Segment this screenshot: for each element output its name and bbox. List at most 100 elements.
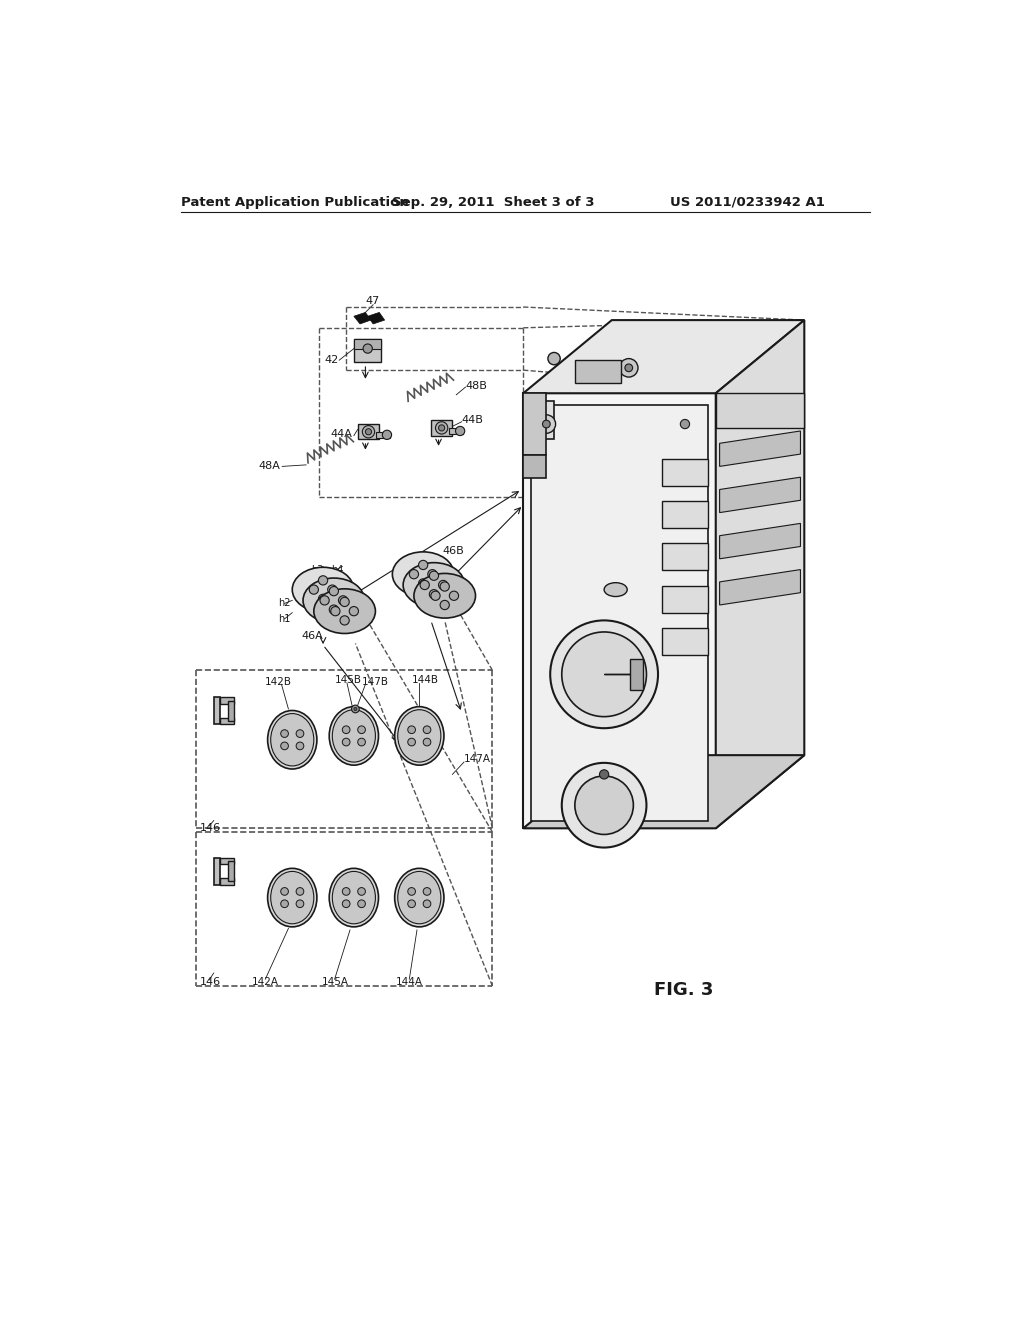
Ellipse shape bbox=[414, 573, 475, 618]
Text: 48B: 48B bbox=[466, 380, 487, 391]
Circle shape bbox=[408, 738, 416, 746]
Bar bbox=[214, 697, 220, 725]
Ellipse shape bbox=[330, 706, 379, 766]
Text: 42: 42 bbox=[325, 355, 339, 366]
Circle shape bbox=[296, 900, 304, 908]
Bar bbox=[220, 697, 233, 704]
Text: 46A: 46A bbox=[301, 631, 324, 640]
Polygon shape bbox=[720, 430, 801, 466]
Ellipse shape bbox=[397, 871, 441, 924]
Circle shape bbox=[351, 705, 359, 713]
Circle shape bbox=[408, 900, 416, 908]
Text: 48A: 48A bbox=[259, 462, 281, 471]
Circle shape bbox=[429, 572, 438, 581]
Circle shape bbox=[428, 570, 437, 579]
Circle shape bbox=[281, 730, 289, 738]
Circle shape bbox=[382, 430, 391, 440]
Circle shape bbox=[574, 776, 634, 834]
Circle shape bbox=[423, 900, 431, 908]
Circle shape bbox=[440, 582, 450, 591]
Polygon shape bbox=[720, 570, 801, 605]
Ellipse shape bbox=[392, 552, 454, 597]
Circle shape bbox=[419, 578, 428, 589]
Text: Sep. 29, 2011  Sheet 3 of 3: Sep. 29, 2011 Sheet 3 of 3 bbox=[392, 195, 595, 209]
Polygon shape bbox=[720, 524, 801, 558]
Circle shape bbox=[309, 585, 318, 594]
Circle shape bbox=[354, 708, 357, 710]
Bar bbox=[220, 718, 233, 725]
Bar bbox=[354, 339, 381, 363]
Circle shape bbox=[450, 591, 459, 601]
Bar bbox=[662, 544, 708, 570]
Circle shape bbox=[410, 570, 419, 579]
Circle shape bbox=[281, 887, 289, 895]
Ellipse shape bbox=[604, 582, 628, 597]
Circle shape bbox=[440, 601, 450, 610]
Circle shape bbox=[419, 560, 428, 570]
Circle shape bbox=[438, 581, 447, 590]
Text: h1: h1 bbox=[279, 614, 291, 624]
Bar bbox=[220, 878, 233, 884]
Text: 147B: 147B bbox=[361, 677, 388, 686]
Circle shape bbox=[680, 420, 689, 429]
Circle shape bbox=[281, 900, 289, 908]
Bar bbox=[662, 502, 708, 528]
Circle shape bbox=[435, 422, 447, 434]
Circle shape bbox=[296, 742, 304, 750]
Circle shape bbox=[330, 605, 339, 614]
Bar bbox=[662, 586, 708, 612]
Circle shape bbox=[342, 900, 350, 908]
Polygon shape bbox=[720, 478, 801, 512]
Circle shape bbox=[420, 581, 429, 590]
Bar bbox=[376, 432, 390, 438]
Circle shape bbox=[438, 425, 444, 432]
Circle shape bbox=[328, 585, 337, 594]
Circle shape bbox=[456, 426, 465, 436]
Polygon shape bbox=[716, 321, 804, 829]
Circle shape bbox=[423, 726, 431, 734]
Ellipse shape bbox=[270, 871, 313, 924]
Circle shape bbox=[296, 887, 304, 895]
Circle shape bbox=[362, 425, 375, 438]
Bar bbox=[527, 401, 554, 440]
Bar bbox=[531, 405, 708, 821]
Bar bbox=[716, 393, 804, 428]
Bar bbox=[354, 339, 381, 348]
Ellipse shape bbox=[333, 710, 376, 762]
Circle shape bbox=[423, 887, 431, 895]
Text: US 2011/0233942 A1: US 2011/0233942 A1 bbox=[670, 195, 824, 209]
Ellipse shape bbox=[267, 869, 316, 927]
Circle shape bbox=[431, 591, 440, 601]
Circle shape bbox=[429, 590, 438, 599]
Text: 147A: 147A bbox=[464, 754, 490, 764]
Polygon shape bbox=[368, 313, 385, 323]
Bar bbox=[214, 858, 220, 884]
Bar bbox=[523, 393, 547, 455]
Circle shape bbox=[408, 726, 416, 734]
Bar bbox=[227, 701, 233, 721]
Ellipse shape bbox=[397, 710, 441, 762]
Circle shape bbox=[423, 738, 431, 746]
Circle shape bbox=[330, 586, 339, 595]
Ellipse shape bbox=[394, 706, 444, 766]
Circle shape bbox=[538, 414, 556, 433]
Text: 144A: 144A bbox=[396, 977, 423, 987]
Bar bbox=[662, 459, 708, 486]
Ellipse shape bbox=[292, 568, 354, 612]
Circle shape bbox=[342, 738, 350, 746]
Bar bbox=[450, 428, 463, 434]
Circle shape bbox=[339, 595, 348, 605]
Circle shape bbox=[318, 576, 328, 585]
Text: 46B: 46B bbox=[442, 546, 464, 556]
Circle shape bbox=[562, 632, 646, 717]
Text: 44A: 44A bbox=[331, 429, 352, 440]
Ellipse shape bbox=[394, 869, 444, 927]
Polygon shape bbox=[523, 321, 804, 393]
Circle shape bbox=[331, 607, 340, 616]
Text: 142B: 142B bbox=[265, 677, 292, 686]
Text: 145B: 145B bbox=[335, 676, 361, 685]
Circle shape bbox=[620, 359, 638, 378]
Circle shape bbox=[342, 726, 350, 734]
Polygon shape bbox=[523, 755, 804, 829]
Text: 146: 146 bbox=[200, 824, 221, 833]
